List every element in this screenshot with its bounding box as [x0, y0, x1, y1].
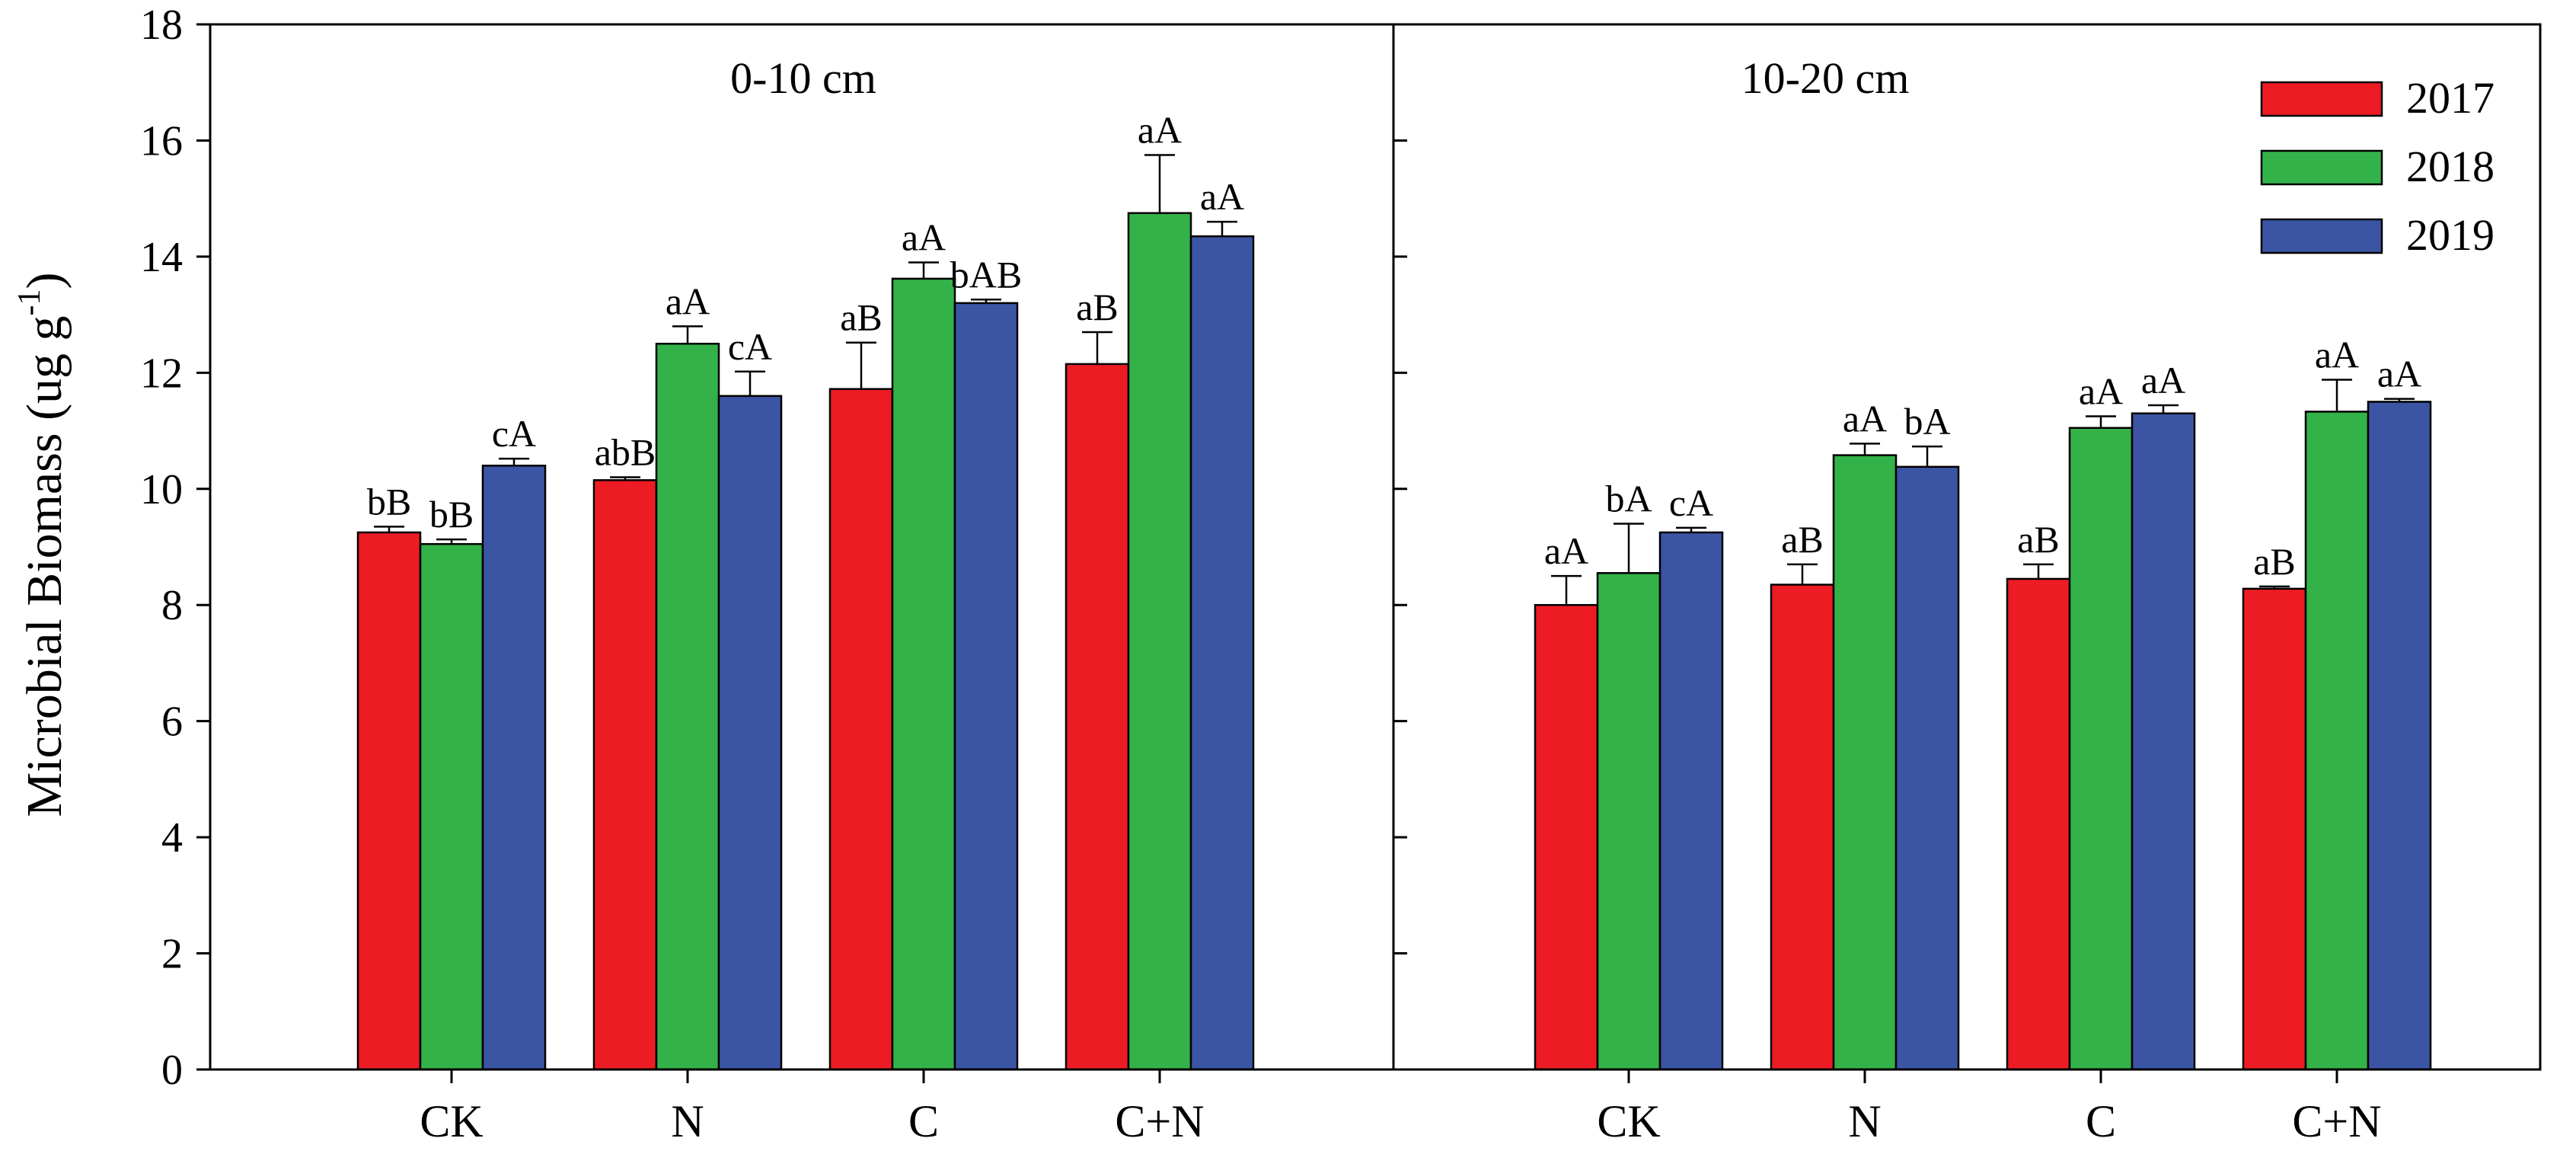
bar-2017-N [1770, 584, 1835, 1071]
bar-2018-C+N [2304, 411, 2370, 1071]
bar-2017-C [2006, 577, 2071, 1071]
category-label: CK [420, 1096, 483, 1146]
legend-label-2019: 2019 [2406, 210, 2495, 260]
significance-label: cA [1669, 481, 1713, 524]
y-tick-label: 18 [140, 2, 183, 49]
legend-swatch-2019 [2260, 218, 2383, 254]
bar-2017-CK [1534, 603, 1599, 1071]
y-axis-label-superscript: -1 [12, 289, 47, 315]
bar-2019-CK [481, 465, 547, 1071]
bar-2019-N [717, 395, 783, 1071]
bar-2018-CK [419, 542, 484, 1071]
y-axis-label: Microbial Biomass (ug g-1) [12, 272, 72, 817]
significance-label: aB [840, 296, 883, 339]
bar-2018-N [1832, 454, 1898, 1071]
y-tick-label: 10 [140, 466, 183, 513]
category-label: C [908, 1096, 939, 1146]
significance-label: aB [2017, 518, 2060, 561]
category-label: C+N [1115, 1096, 1204, 1146]
significance-label: bB [367, 480, 411, 523]
category-label: N [671, 1096, 704, 1146]
significance-label: aA [1200, 175, 1244, 218]
bar-2018-C+N [1127, 212, 1192, 1071]
category-label: CK [1597, 1096, 1660, 1146]
significance-label: aA [666, 280, 710, 322]
category-label: C+N [2292, 1096, 2381, 1146]
y-tick-label: 2 [161, 931, 183, 978]
y-tick-label: 4 [161, 814, 183, 862]
significance-label: aA [902, 216, 946, 259]
legend-swatch-2017 [2260, 81, 2383, 117]
significance-label: aA [1843, 397, 1887, 440]
significance-label: aB [2253, 540, 2296, 583]
plot-frame [209, 23, 2542, 1071]
bar-2018-CK [1596, 572, 1661, 1071]
bar-2019-CK [1658, 531, 1724, 1071]
y-axis: 0 2 4 6 8 10 12 14 16 18 [140, 2, 1407, 1094]
bar-2019-C [2131, 412, 2196, 1071]
bar-2017-C [828, 388, 894, 1071]
bar-2017-N [592, 479, 658, 1071]
bar-2019-C+N [1189, 235, 1255, 1071]
bar-2017-C+N [2242, 587, 2307, 1071]
y-tick-label: 0 [161, 1047, 183, 1094]
category-label: C [2086, 1096, 2116, 1146]
bar-2018-C [2068, 427, 2134, 1071]
significance-label: aA [2079, 370, 2123, 413]
panel-title: 0-10 cm [730, 53, 876, 103]
y-axis-label-main: Microbial Biomass (ug g [17, 315, 72, 817]
significance-label: abB [595, 431, 656, 474]
significance-label: bB [429, 493, 474, 536]
significance-label: aA [1544, 529, 1588, 572]
category-label: N [1848, 1096, 1881, 1146]
panel-title: 10-20 cm [1741, 53, 1910, 103]
bar-2017-C+N [1065, 363, 1130, 1071]
y-tick-label: 8 [161, 582, 183, 629]
bar-2017-CK [356, 531, 422, 1071]
significance-label: aB [1076, 286, 1119, 328]
legend: 2017 2018 2019 [2260, 73, 2495, 260]
bar-2018-N [655, 342, 720, 1071]
y-tick-label: 14 [140, 234, 183, 281]
significance-label: cA [728, 325, 772, 368]
significance-label: cA [492, 412, 536, 455]
legend-label-2017: 2017 [2406, 73, 2495, 123]
y-axis-label-close: ) [17, 272, 72, 289]
significance-label: bA [1605, 478, 1652, 520]
significance-label: aB [1781, 518, 1824, 561]
y-tick-label: 12 [140, 350, 183, 397]
significance-label: bAB [950, 253, 1022, 296]
y-tick-label: 6 [161, 699, 183, 746]
bar-2019-C+N [2367, 401, 2432, 1071]
significance-label: aA [2141, 359, 2185, 401]
panel-10-20cm: 10-20 cm CK aA bA cA NaB aA bA CaB aA aA C+N aB aA aA [1534, 53, 2432, 1146]
significance-label: aA [2315, 333, 2359, 376]
legend-swatch-2018 [2260, 149, 2383, 186]
legend-label-2018: 2018 [2406, 142, 2495, 191]
significance-label: aA [2377, 353, 2421, 395]
significance-label: aA [1138, 109, 1182, 152]
bar-2019-C [953, 302, 1019, 1071]
bar-2018-C [891, 277, 956, 1071]
bar-2019-N [1894, 465, 1960, 1071]
significance-label: bA [1904, 400, 1950, 443]
y-tick-label: 16 [140, 117, 183, 165]
